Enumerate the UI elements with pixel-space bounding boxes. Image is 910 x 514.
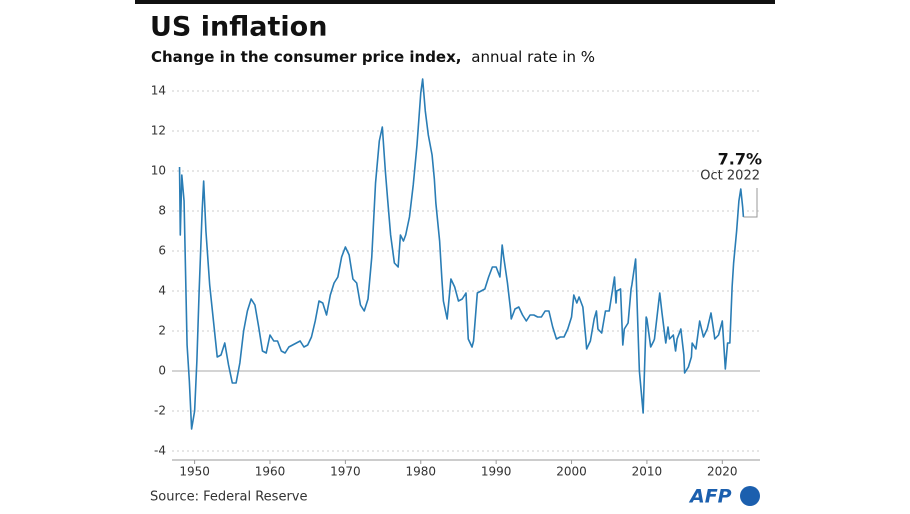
y-tick-label: 4 bbox=[158, 284, 166, 298]
source: Source: Federal Reserve bbox=[150, 490, 308, 505]
x-tick-label: 1950 bbox=[179, 465, 210, 479]
x-tick-label: 2000 bbox=[556, 465, 587, 479]
x-tick-label: 1990 bbox=[481, 465, 512, 479]
y-tick-label: 14 bbox=[151, 84, 166, 98]
y-tick-label: 8 bbox=[158, 204, 166, 218]
x-tick-label: 1980 bbox=[405, 465, 436, 479]
y-tick-label: 6 bbox=[158, 244, 166, 258]
logo-dot bbox=[740, 486, 760, 506]
y-tick-label: -2 bbox=[154, 404, 166, 418]
subtitle-main: Change in the consumer price index, bbox=[151, 48, 461, 66]
top-rule bbox=[135, 0, 775, 4]
x-tick-label: 2010 bbox=[632, 465, 663, 479]
x-tick-label: 2020 bbox=[707, 465, 738, 479]
subtitle: Change in the consumer price index, annu… bbox=[151, 48, 595, 66]
y-tick-label: 12 bbox=[151, 124, 166, 138]
y-tick-label: 0 bbox=[158, 364, 166, 378]
x-tick-label: 1960 bbox=[255, 465, 286, 479]
data-line bbox=[178, 78, 745, 430]
y-tick-label: 10 bbox=[151, 164, 166, 178]
annotation-bracket bbox=[743, 188, 758, 218]
y-tick-label: -4 bbox=[154, 444, 166, 458]
logo: AFP bbox=[688, 486, 732, 508]
y-tick-label: 2 bbox=[158, 324, 166, 338]
annotation-value: 7.7% bbox=[718, 150, 762, 169]
x-tick-label: 1970 bbox=[330, 465, 361, 479]
annotation-date: Oct 2022 bbox=[700, 169, 760, 184]
chart-title: US inflation bbox=[150, 12, 327, 43]
subtitle-unit: annual rate in % bbox=[471, 48, 595, 66]
